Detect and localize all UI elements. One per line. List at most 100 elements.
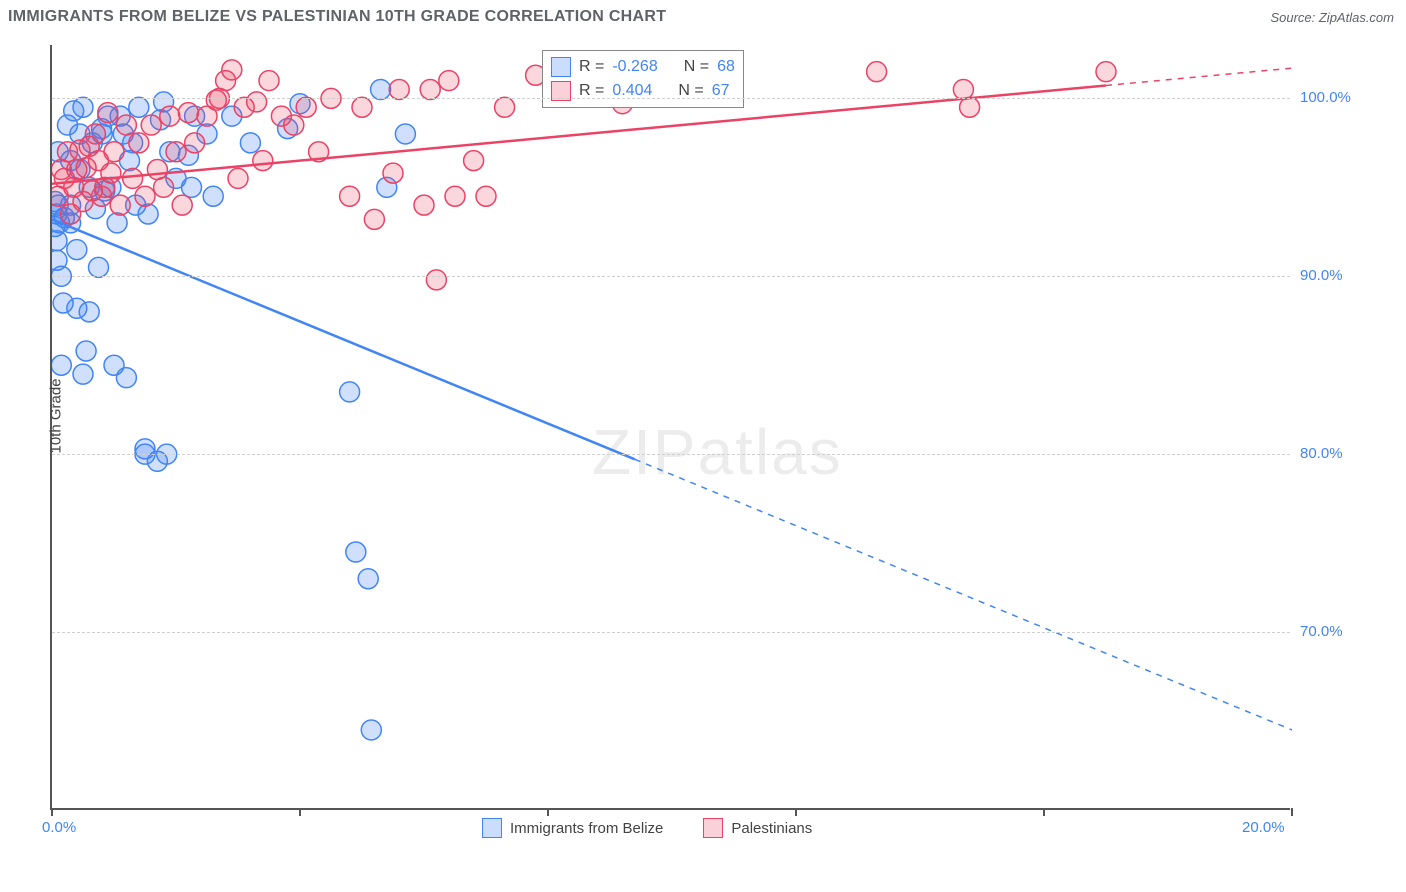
trend-line-dashed xyxy=(635,459,1292,730)
scatter-point xyxy=(222,60,242,80)
legend-row-blue: R = -0.268 N = 68 xyxy=(551,55,735,79)
xtick-mark xyxy=(547,808,549,816)
scatter-point xyxy=(135,186,155,206)
series-legend: Immigrants from Belize Palestinians xyxy=(482,818,812,838)
scatter-point xyxy=(85,124,105,144)
trend-line xyxy=(52,219,635,459)
scatter-point xyxy=(154,177,174,197)
scatter-point xyxy=(98,103,118,123)
n-value-blue: 68 xyxy=(717,55,735,79)
scatter-point xyxy=(52,231,67,251)
chart-title: IMMIGRANTS FROM BELIZE VS PALESTINIAN 10… xyxy=(8,8,666,26)
scatter-point xyxy=(76,341,96,361)
source-label: Source: ZipAtlas.com xyxy=(1270,10,1394,25)
ytick-label: 100.0% xyxy=(1300,89,1370,106)
legend-label-belize: Immigrants from Belize xyxy=(510,820,663,837)
scatter-point xyxy=(383,163,403,183)
scatter-point xyxy=(240,133,260,153)
chart-header: IMMIGRANTS FROM BELIZE VS PALESTINIAN 10… xyxy=(8,8,1394,26)
gridline xyxy=(52,98,1290,99)
scatter-point xyxy=(52,355,71,375)
scatter-point xyxy=(426,270,446,290)
swatch-blue-icon xyxy=(551,57,571,77)
scatter-point xyxy=(495,97,515,117)
legend-row-pink: R = 0.404 N = 67 xyxy=(551,79,735,103)
scatter-point xyxy=(107,213,127,233)
legend-label-palestinians: Palestinians xyxy=(731,820,812,837)
xtick-mark xyxy=(1291,808,1293,816)
scatter-point xyxy=(340,382,360,402)
scatter-point xyxy=(867,62,887,82)
scatter-point xyxy=(116,115,136,135)
swatch-blue-icon xyxy=(482,818,502,838)
scatter-point xyxy=(141,115,161,135)
scatter-point xyxy=(395,124,415,144)
xtick-label: 20.0% xyxy=(1242,819,1285,836)
xtick-mark xyxy=(795,808,797,816)
scatter-point xyxy=(340,186,360,206)
scatter-point xyxy=(445,186,465,206)
r-value-blue: -0.268 xyxy=(612,55,657,79)
scatter-point xyxy=(476,186,496,206)
xtick-mark xyxy=(51,808,53,816)
scatter-point xyxy=(228,168,248,188)
source-name: ZipAtlas.com xyxy=(1319,10,1394,25)
scatter-point xyxy=(116,368,136,388)
scatter-point xyxy=(284,115,304,135)
scatter-point xyxy=(172,195,192,215)
scatter-point xyxy=(247,92,267,112)
scatter-point xyxy=(110,195,130,215)
scatter-point xyxy=(296,97,316,117)
gridline xyxy=(52,632,1290,633)
scatter-point xyxy=(147,160,167,180)
scatter-svg xyxy=(52,45,1292,810)
scatter-point xyxy=(358,569,378,589)
scatter-point xyxy=(129,133,149,153)
scatter-point xyxy=(953,79,973,99)
source-prefix: Source: xyxy=(1270,10,1318,25)
scatter-point xyxy=(166,142,186,162)
scatter-point xyxy=(79,302,99,322)
legend-item-belize: Immigrants from Belize xyxy=(482,818,663,838)
ytick-label: 70.0% xyxy=(1300,623,1370,640)
scatter-point xyxy=(361,720,381,740)
scatter-point xyxy=(67,240,87,260)
scatter-point xyxy=(138,204,158,224)
scatter-point xyxy=(464,151,484,171)
n-value-pink: 67 xyxy=(712,79,730,103)
scatter-point xyxy=(352,97,372,117)
r-value-pink: 0.404 xyxy=(612,79,652,103)
scatter-point xyxy=(439,71,459,91)
r-label: R = xyxy=(579,79,604,103)
chart-plot-area: ZIPatlas 10th Grade R = -0.268 N = 68 R … xyxy=(50,45,1290,810)
xtick-mark xyxy=(299,808,301,816)
scatter-point xyxy=(89,257,109,277)
scatter-point xyxy=(364,209,384,229)
n-label: N = xyxy=(684,55,709,79)
xtick-mark xyxy=(1043,808,1045,816)
scatter-point xyxy=(185,133,205,153)
scatter-point xyxy=(178,103,198,123)
trend-line-dashed xyxy=(1106,68,1292,85)
gridline xyxy=(52,276,1290,277)
r-label: R = xyxy=(579,55,604,79)
scatter-point xyxy=(123,168,143,188)
ytick-label: 80.0% xyxy=(1300,445,1370,462)
scatter-point xyxy=(389,79,409,99)
scatter-point xyxy=(104,142,124,162)
scatter-point xyxy=(253,151,273,171)
scatter-point xyxy=(129,97,149,117)
swatch-pink-icon xyxy=(703,818,723,838)
xtick-label: 0.0% xyxy=(42,819,76,836)
scatter-point xyxy=(1096,62,1116,82)
scatter-point xyxy=(73,97,93,117)
scatter-point xyxy=(420,79,440,99)
scatter-point xyxy=(960,97,980,117)
scatter-point xyxy=(371,79,391,99)
ytick-label: 90.0% xyxy=(1300,267,1370,284)
scatter-point xyxy=(160,106,180,126)
scatter-point xyxy=(203,186,223,206)
scatter-point xyxy=(414,195,434,215)
n-label: N = xyxy=(678,79,703,103)
scatter-point xyxy=(346,542,366,562)
